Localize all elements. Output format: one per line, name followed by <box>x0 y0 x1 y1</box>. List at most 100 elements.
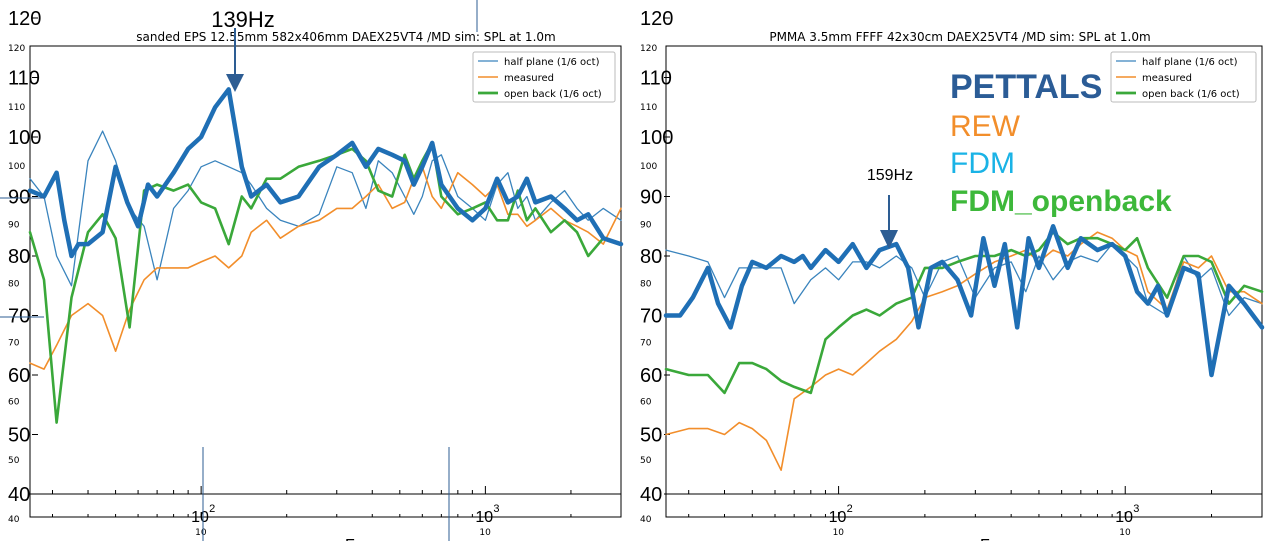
left-point-pettals <box>507 202 508 203</box>
left-point-open-back-1-6-oct <box>497 220 498 221</box>
left-y-big-tick-label: 60 <box>8 365 30 387</box>
right-point-half-plane-1-6-oct <box>810 279 811 280</box>
right-series-pettals <box>663 224 1265 378</box>
right-point-open-back-1-6-oct <box>1011 250 1012 251</box>
right-point-pettals <box>908 267 909 268</box>
left-point-measured <box>266 220 267 221</box>
left-point-measured <box>472 184 473 185</box>
left-point-open-back-1-6-oct <box>215 208 216 209</box>
right-chart-title: PMMA 3.5mm FFFF 42x30cm DAEX25VT4 /MD si… <box>769 30 1150 44</box>
left-point-measured <box>251 232 252 233</box>
left-point-pettals <box>115 166 116 167</box>
left-point-pettals <box>378 148 379 149</box>
left-point-pettals <box>43 196 44 197</box>
left-y-small-tick-label: 80 <box>8 280 20 290</box>
right-point-open-back-1-6-oct <box>896 303 897 304</box>
right-point-open-back-1-6-oct <box>724 392 725 393</box>
right-x-tick-exponent: 2 <box>847 503 853 515</box>
left-point-measured <box>56 345 57 346</box>
right-point-pettals <box>707 267 708 268</box>
right-point-measured <box>866 363 867 364</box>
left-point-measured <box>378 184 379 185</box>
right-point-open-back-1-6-oct <box>1183 255 1184 256</box>
right-point-open-back-1-6-oct <box>781 380 782 381</box>
right-point-half-plane-1-6-oct <box>1211 267 1212 268</box>
right-point-pettals <box>718 303 719 304</box>
right-x-tick-label-small: 10 <box>833 528 845 538</box>
right-x-tick-label: 10 <box>829 509 847 526</box>
right-point-half-plane-1-6-oct <box>688 255 689 256</box>
left-x-tick-label: 10 <box>475 509 493 526</box>
left-point-measured <box>71 315 72 316</box>
left-point-half-plane-1-6-oct <box>336 166 337 167</box>
left-point-measured <box>517 214 518 215</box>
left-point-open-back-1-6-oct <box>188 184 189 185</box>
right-y-small-tick-label: 60 <box>640 397 652 407</box>
right-point-half-plane-1-6-oct <box>1080 255 1081 256</box>
right-point-open-back-1-6-oct <box>810 392 811 393</box>
left-point-half-plane-1-6-oct <box>588 220 589 221</box>
right-point-open-back-1-6-oct <box>1211 261 1212 262</box>
right-point-open-back-1-6-oct <box>838 327 839 328</box>
right-point-half-plane-1-6-oct <box>665 250 666 251</box>
left-point-pettals <box>87 244 88 245</box>
left-point-open-back-1-6-oct <box>115 238 116 239</box>
right-y-big-tick-label: 100 <box>640 127 673 149</box>
left-point-open-back-1-6-oct <box>29 232 30 233</box>
right-point-half-plane-1-6-oct <box>739 267 740 268</box>
left-y-small-tick-label: 110 <box>8 103 25 113</box>
left-point-pettals <box>298 196 299 197</box>
left-point-pettals <box>127 202 128 203</box>
left-point-measured <box>298 226 299 227</box>
right-point-pettals <box>1028 238 1029 239</box>
left-point-measured <box>87 303 88 304</box>
left-point-pettals <box>422 166 423 167</box>
left-point-pettals <box>29 190 30 191</box>
right-point-measured <box>766 440 767 441</box>
right-point-pettals <box>1211 374 1212 375</box>
right-point-pettals <box>741 285 742 286</box>
left-point-open-back-1-6-oct <box>588 255 589 256</box>
left-point-open-back-1-6-oct <box>173 190 174 191</box>
right-point-half-plane-1-6-oct <box>879 267 880 268</box>
right-point-open-back-1-6-oct <box>665 369 666 370</box>
left-point-pettals <box>280 202 281 203</box>
right-point-half-plane-1-6-oct <box>911 267 912 268</box>
left-point-measured <box>535 220 536 221</box>
right-y-big-tick-label: 110 <box>640 68 672 90</box>
left-point-measured <box>188 267 189 268</box>
right-point-pettals <box>752 261 753 262</box>
left-point-half-plane-1-6-oct <box>392 172 393 173</box>
right-point-measured <box>1097 232 1098 233</box>
right-point-measured <box>1011 255 1012 256</box>
right-point-open-back-1-6-oct <box>766 369 767 370</box>
left-point-measured <box>215 255 216 256</box>
right-point-half-plane-1-6-oct <box>1097 261 1098 262</box>
left-point-half-plane-1-6-oct <box>71 285 72 286</box>
left-point-open-back-1-6-oct <box>43 279 44 280</box>
right-y-big-tick-label: 60 <box>640 365 662 387</box>
right-point-measured <box>739 422 740 423</box>
left-x-tick-label-small: 10 <box>479 528 491 538</box>
right-point-pettals <box>730 327 731 328</box>
left-point-measured <box>201 261 202 262</box>
right-point-measured <box>1137 255 1138 256</box>
right-peak-annotation: 159Hz <box>867 167 913 184</box>
right-point-measured <box>781 470 782 471</box>
right-x-tick-exponent: 3 <box>1133 503 1139 515</box>
left-point-pettals <box>432 142 433 143</box>
left-y-big-tick-label: 50 <box>8 425 30 447</box>
right-point-pettals <box>1244 303 1245 304</box>
left-y-big-tick-label: 40 <box>8 484 30 506</box>
left-point-pettals <box>336 154 337 155</box>
left-plot-frame <box>29 45 622 518</box>
right-point-pettals <box>1198 273 1199 274</box>
right-point-pettals <box>781 255 782 256</box>
right-point-pettals <box>852 244 853 245</box>
left-point-pettals <box>138 226 139 227</box>
left-point-pettals <box>188 148 189 149</box>
left-point-pettals <box>413 184 414 185</box>
left-point-measured <box>432 196 433 197</box>
right-point-half-plane-1-6-oct <box>781 267 782 268</box>
left-point-pettals <box>173 172 174 173</box>
